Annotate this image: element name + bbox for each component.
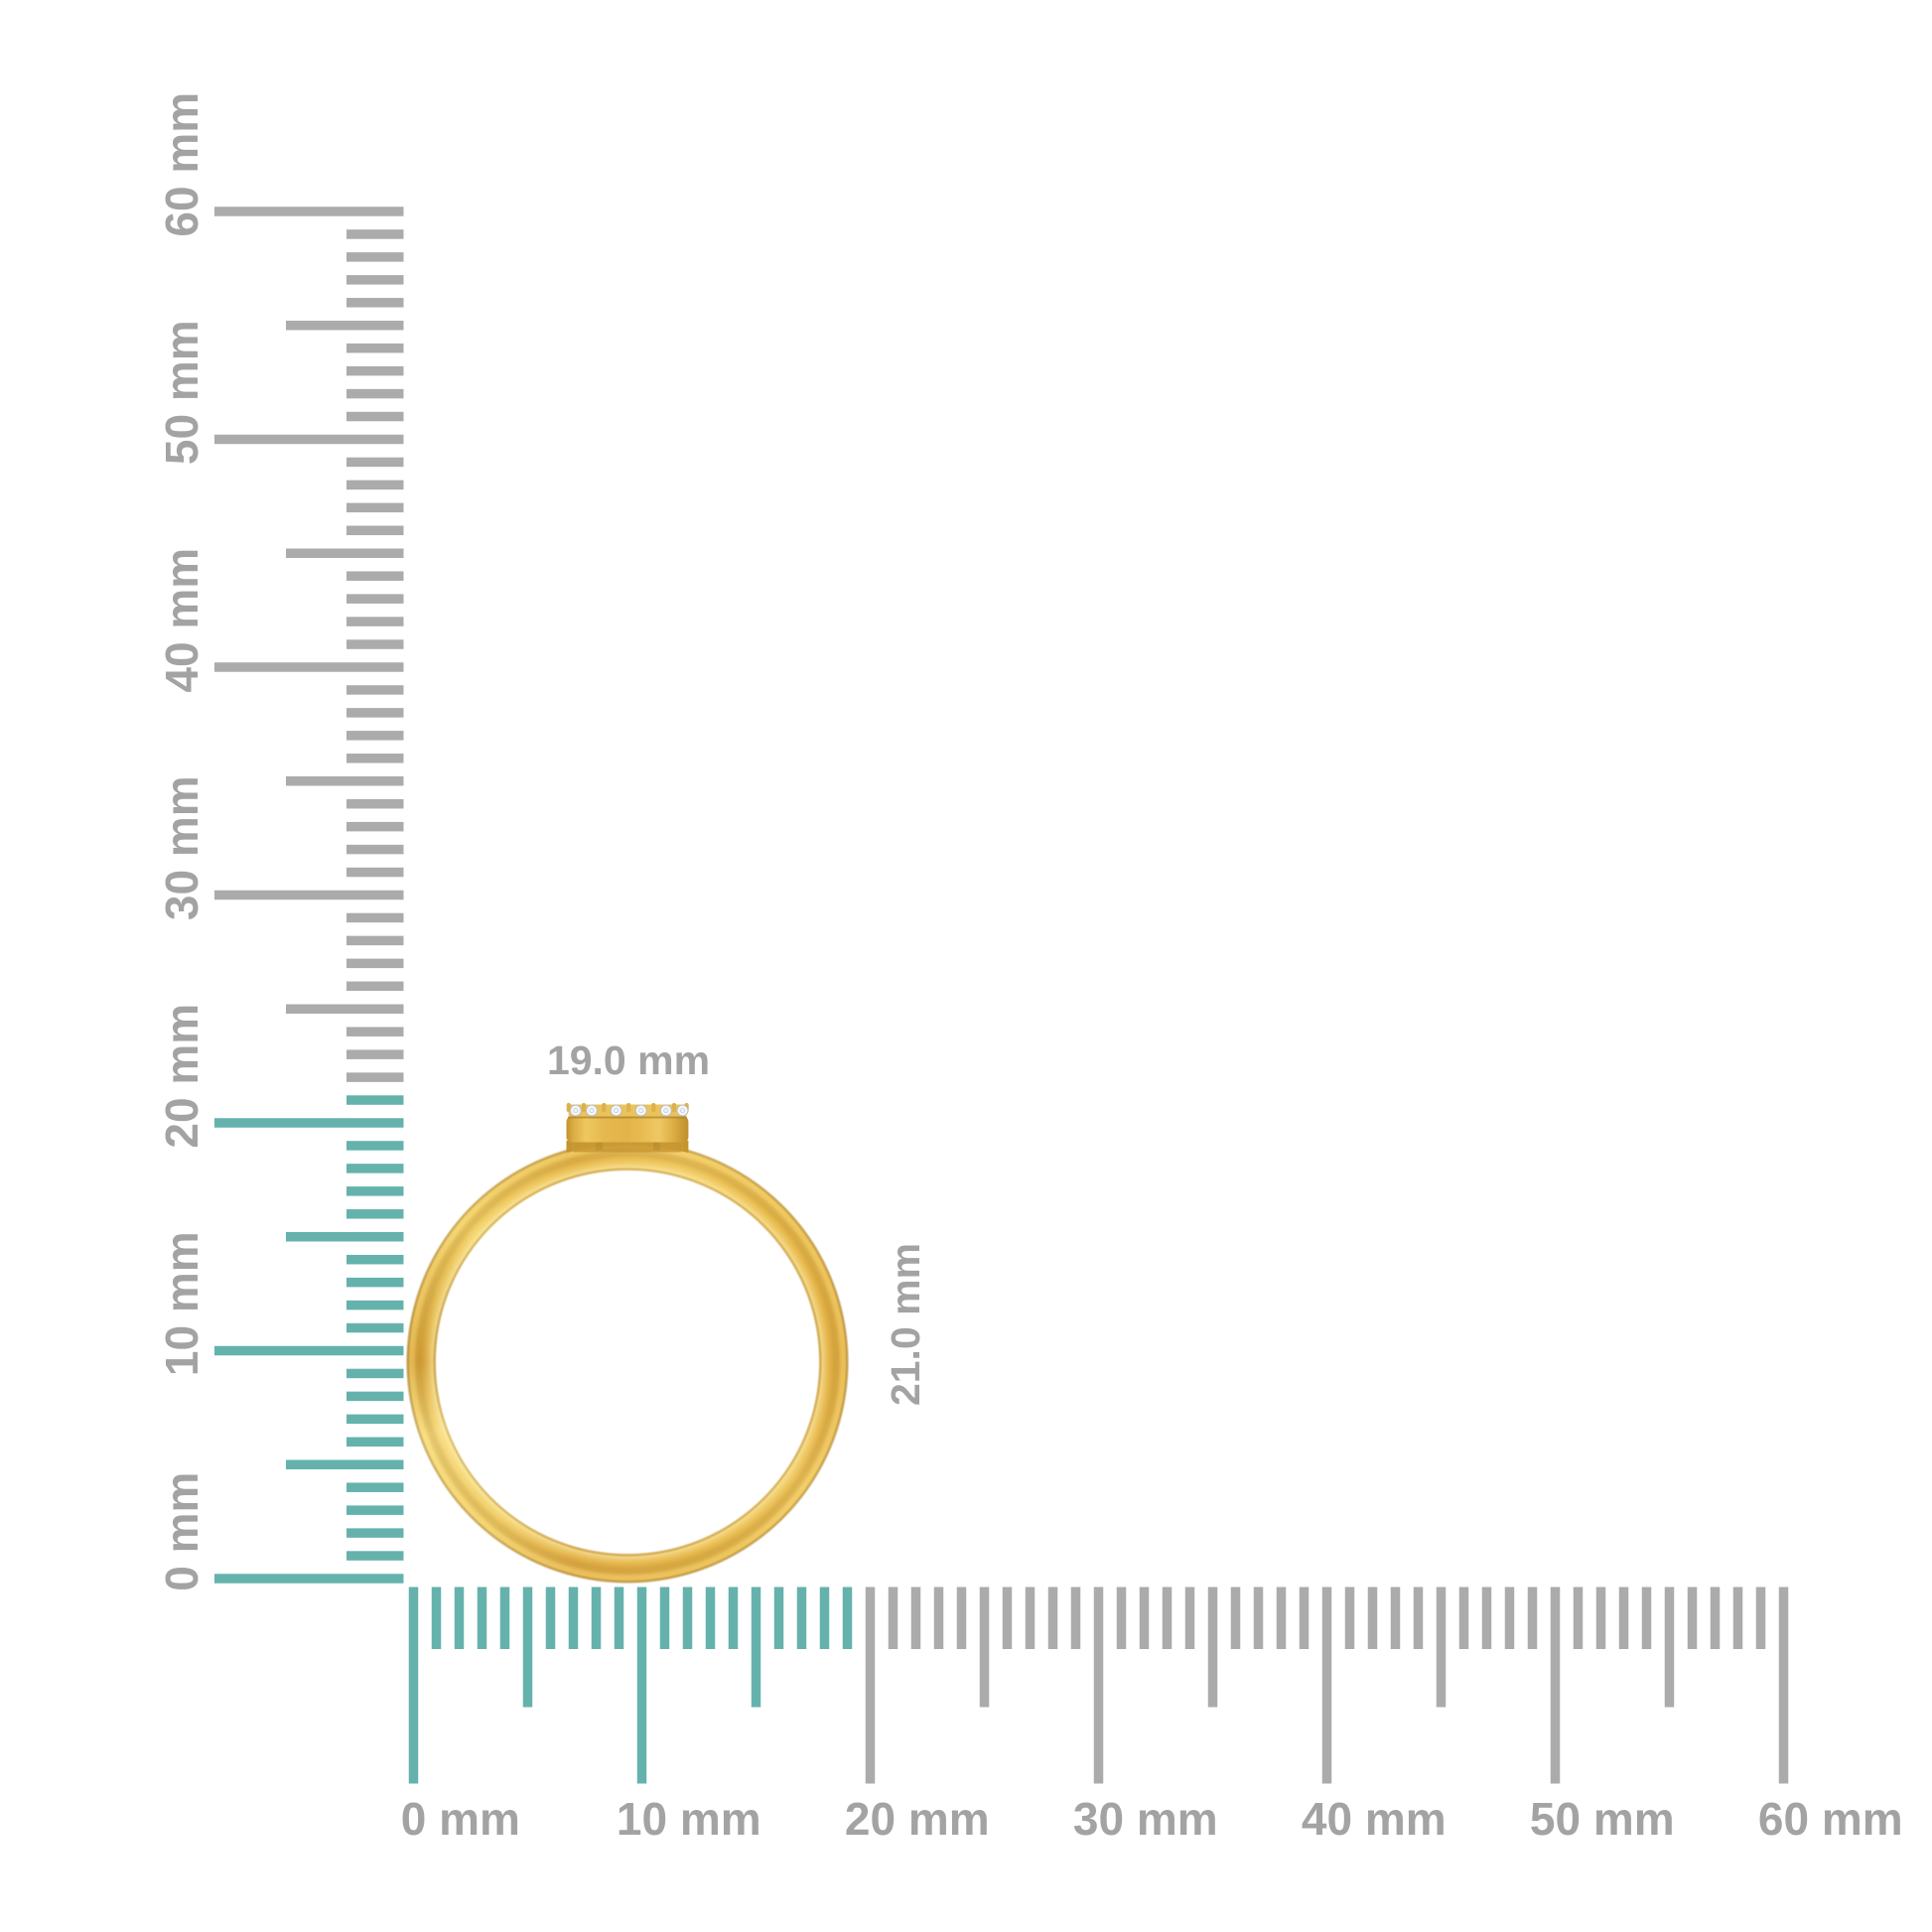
svg-text:0 mm: 0 mm [401, 1793, 520, 1845]
svg-text:20 mm: 20 mm [156, 1004, 207, 1149]
svg-text:50 mm: 50 mm [156, 320, 207, 465]
svg-text:21.0 mm: 21.0 mm [883, 1243, 928, 1406]
svg-text:40 mm: 40 mm [156, 548, 207, 693]
svg-text:60 mm: 60 mm [156, 92, 207, 237]
svg-text:30 mm: 30 mm [156, 775, 207, 920]
svg-text:19.0 mm: 19.0 mm [547, 1037, 710, 1083]
svg-text:20 mm: 20 mm [845, 1793, 990, 1845]
svg-text:50 mm: 50 mm [1530, 1793, 1675, 1845]
svg-text:10 mm: 10 mm [617, 1793, 761, 1845]
svg-text:40 mm: 40 mm [1302, 1793, 1447, 1845]
svg-text:60 mm: 60 mm [1758, 1793, 1903, 1845]
svg-text:10 mm: 10 mm [156, 1231, 207, 1376]
svg-text:0 mm: 0 mm [156, 1472, 207, 1591]
svg-text:30 mm: 30 mm [1073, 1793, 1218, 1845]
